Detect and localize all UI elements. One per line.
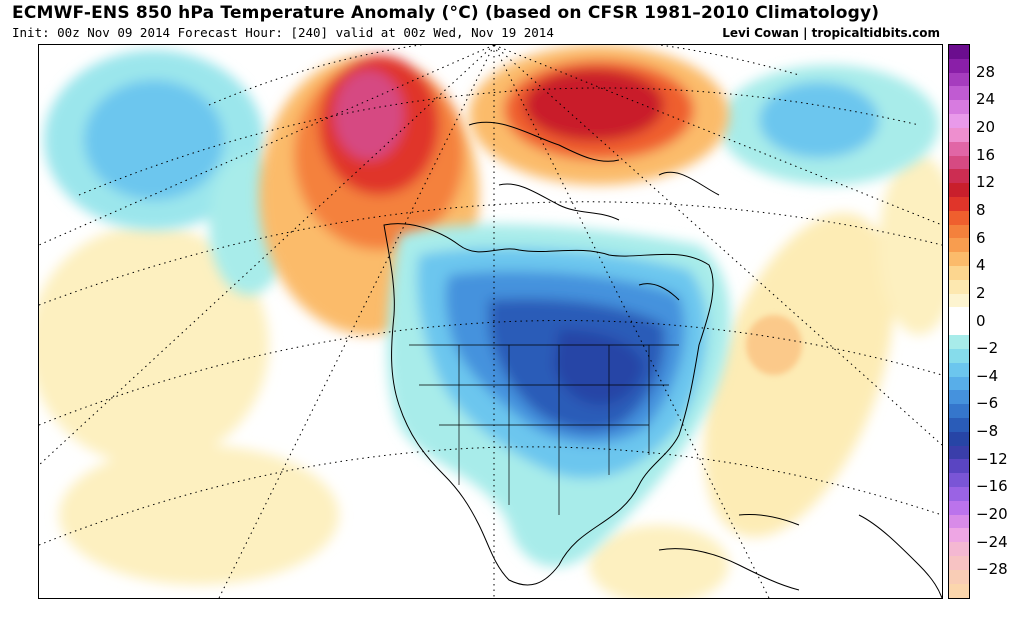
chart-title: ECMWF-ENS 850 hPa Temperature Anomaly (°… xyxy=(12,3,880,23)
color-scale-label: 28 xyxy=(976,62,996,81)
color-scale-swatch xyxy=(949,169,969,184)
color-scale-swatch xyxy=(949,252,969,266)
color-scale-swatch xyxy=(949,114,969,128)
state-borders xyxy=(409,344,679,515)
color-scale-label: 8 xyxy=(976,200,986,219)
author-credit: Levi Cowan | tropicaltidbits.com xyxy=(722,26,940,40)
color-scale-label: −24 xyxy=(976,532,1008,551)
color-scale-swatch xyxy=(949,307,969,322)
color-scale-swatch xyxy=(949,417,969,432)
color-scale-label: −8 xyxy=(976,422,999,441)
color-scale-swatch xyxy=(949,514,969,529)
anomaly-map xyxy=(38,44,943,599)
color-scale-swatch xyxy=(949,45,969,59)
color-scale-swatch xyxy=(949,445,969,460)
color-scale-swatch xyxy=(949,487,969,501)
color-scale-bar xyxy=(948,44,970,599)
color-scale-swatch xyxy=(949,86,969,101)
color-scale-swatch xyxy=(949,335,969,349)
color-scale-swatch xyxy=(949,141,969,156)
color-scale-swatch xyxy=(949,542,969,557)
color-scale-swatch xyxy=(949,362,969,377)
color-scale-label: −4 xyxy=(976,366,999,385)
warm-anomaly-greenland xyxy=(469,45,729,185)
color-scale-label: −12 xyxy=(976,449,1008,468)
color-scale-label: −2 xyxy=(976,339,999,358)
color-scale-label: −6 xyxy=(976,394,999,413)
cold-anomaly-oceans xyxy=(44,50,939,295)
color-scale-swatch xyxy=(949,58,969,73)
color-scale-swatch xyxy=(949,459,969,474)
map-canvas xyxy=(39,45,942,598)
color-scale-label: 24 xyxy=(976,90,996,109)
color-scale-label: 4 xyxy=(976,256,986,275)
color-scale-label: 6 xyxy=(976,228,986,247)
color-scale-label: 16 xyxy=(976,145,996,164)
color-scale-swatch xyxy=(949,500,969,515)
color-scale-swatch xyxy=(949,583,969,598)
color-scale-label: 0 xyxy=(976,311,986,330)
graticule xyxy=(39,45,942,598)
color-scale-swatch xyxy=(949,127,969,142)
color-scale-swatch xyxy=(949,404,969,418)
color-scale-swatch xyxy=(949,390,969,405)
color-scale-swatch xyxy=(949,569,969,584)
color-scale-swatch xyxy=(949,238,969,253)
color-scale-swatch xyxy=(949,266,969,280)
color-scale-swatch xyxy=(949,376,969,391)
color-scale-swatch xyxy=(949,321,969,336)
color-scale-label: −20 xyxy=(976,505,1008,524)
color-scale-swatch xyxy=(949,210,969,225)
color-scale-label: −28 xyxy=(976,560,1008,579)
color-scale-label: 12 xyxy=(976,173,996,192)
color-scale-label: −16 xyxy=(976,477,1008,496)
color-scale-swatch xyxy=(949,293,969,308)
color-scale-swatch xyxy=(949,528,969,543)
weak-warm-anomaly-shading xyxy=(39,155,942,598)
color-scale-label: 2 xyxy=(976,283,986,302)
color-scale-swatch xyxy=(949,183,969,197)
color-scale-swatch xyxy=(949,473,969,487)
color-scale-swatch xyxy=(949,155,969,170)
color-scale-swatch xyxy=(949,72,969,87)
color-scale-swatch xyxy=(949,556,969,570)
color-scale-label: 20 xyxy=(976,117,996,136)
warm-anomaly-core-atlantic xyxy=(746,315,802,375)
color-scale-swatch xyxy=(949,224,969,239)
color-scale-swatch xyxy=(949,279,969,294)
color-scale-swatch xyxy=(949,431,969,446)
color-scale-swatch xyxy=(949,196,969,211)
forecast-init-line: Init: 00z Nov 09 2014 Forecast Hour: [24… xyxy=(12,25,554,40)
color-scale-swatch xyxy=(949,348,969,363)
color-scale-swatch xyxy=(949,100,969,115)
